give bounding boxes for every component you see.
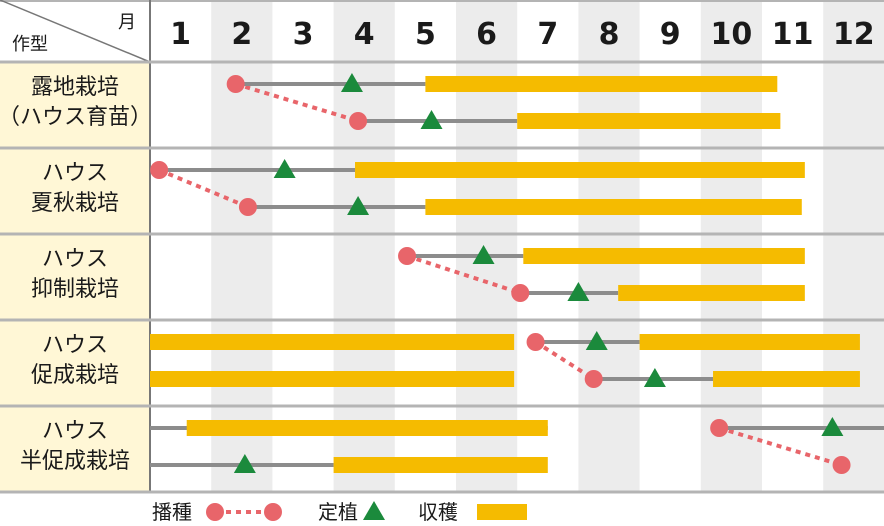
schedule-marks — [150, 73, 884, 474]
header-diagonal — [0, 0, 151, 63]
plant-triangle — [567, 282, 590, 301]
plant-triangle — [347, 196, 370, 215]
harvest-bar — [333, 457, 548, 473]
harvest-bar — [523, 248, 805, 264]
harvest-bar — [713, 371, 860, 387]
harvest-bar — [618, 285, 805, 301]
harvest-bar — [425, 76, 778, 92]
row-label-line: ハウス — [42, 161, 108, 186]
harvest-bar — [150, 334, 515, 350]
sow-connector — [718, 426, 843, 467]
plant-triangle — [340, 73, 363, 92]
sow-dot — [150, 161, 169, 179]
legend-sow-dot — [264, 503, 282, 521]
plant-triangle — [643, 368, 666, 387]
plant-triangle — [821, 417, 844, 436]
month-label: 10 — [711, 17, 753, 52]
month-label: 6 — [476, 17, 497, 52]
legend-harvest-bar — [477, 504, 527, 520]
sow-dot — [511, 284, 530, 302]
legend-harvest-label: 収穫 — [418, 500, 458, 524]
month-stripe — [211, 0, 273, 492]
row-label-line: 半促成栽培 — [20, 449, 130, 474]
crop-type-column — [0, 62, 150, 492]
sow-dot — [710, 419, 729, 437]
month-stripe — [823, 0, 884, 492]
plant-triangle — [233, 454, 256, 473]
row-label-line: ハウス — [42, 247, 108, 272]
sow-connector — [534, 340, 595, 381]
month-header: 月 作型 — [12, 12, 136, 55]
sow-connector — [235, 82, 359, 123]
plant-triangle — [420, 110, 443, 129]
row-label-line: 露地栽培 — [31, 75, 119, 100]
type-header-label: 作型 — [12, 34, 48, 55]
plant-triangle — [363, 501, 385, 520]
month-stripe — [700, 0, 762, 492]
harvest-bar — [517, 113, 781, 129]
sow-dot — [584, 370, 603, 388]
sow-dot — [238, 198, 257, 216]
month-label: 8 — [599, 17, 620, 52]
grid-lines — [0, 0, 884, 494]
sow-dot — [832, 456, 851, 474]
row-label-line: ハウス — [42, 333, 108, 358]
month-stripe — [333, 0, 395, 492]
month-label: 1 — [170, 17, 191, 52]
month-header-label: 月 — [118, 12, 136, 33]
plant-triangle — [273, 159, 296, 178]
legend-sow-dot — [206, 503, 224, 521]
month-label: 9 — [660, 17, 681, 52]
harvest-bar — [150, 371, 515, 387]
month-labels: 1 2 3 4 5 6 7 8 9 10 11 12 — [170, 17, 875, 52]
month-stripes — [211, 0, 884, 492]
harvest-bar — [355, 162, 805, 178]
month-label: 4 — [354, 17, 375, 52]
sow-dot — [349, 112, 368, 130]
harvest-bar — [186, 420, 548, 436]
harvest-bar — [639, 334, 860, 350]
legend: 播種 定植 収穫 — [152, 500, 527, 524]
harvest-bar — [425, 199, 802, 215]
row-label-line: （ハウス育苗） — [0, 105, 152, 130]
month-label: 2 — [231, 17, 252, 52]
plant-triangle — [472, 245, 495, 264]
month-stripe — [456, 0, 518, 492]
sow-dot — [226, 75, 245, 93]
legend-sow-label: 播種 — [152, 500, 192, 524]
month-label: 7 — [537, 17, 558, 52]
month-label: 11 — [772, 17, 814, 52]
sow-dot — [398, 247, 417, 265]
sow-dot — [526, 333, 545, 351]
month-stripe — [578, 0, 640, 492]
plant-triangle — [585, 331, 608, 350]
row-label-line: ハウス — [42, 419, 108, 444]
row-label-line: 促成栽培 — [31, 363, 119, 388]
row-label-line: 抑制栽培 — [31, 277, 119, 302]
month-label: 12 — [833, 17, 875, 52]
label-column-bg — [0, 62, 150, 492]
sow-connector — [158, 168, 249, 209]
month-label: 3 — [293, 17, 314, 52]
row-label-line: 夏秋栽培 — [31, 191, 119, 216]
month-label: 5 — [415, 17, 436, 52]
legend-plant-label: 定植 — [318, 500, 358, 524]
